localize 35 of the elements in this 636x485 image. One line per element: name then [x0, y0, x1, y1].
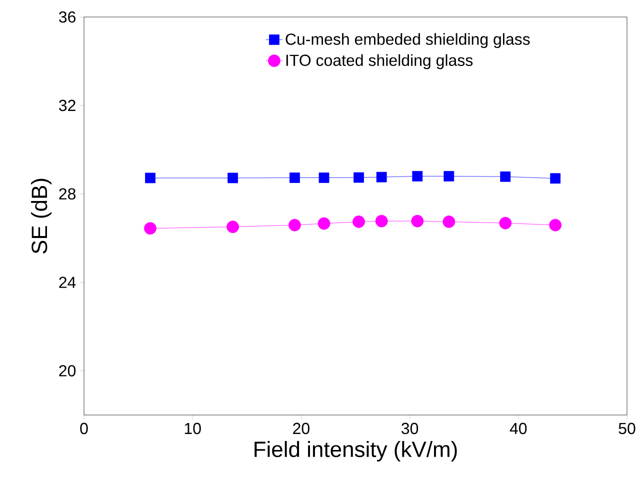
point — [144, 222, 156, 235]
y-tick-label: 32 — [59, 100, 76, 112]
point — [550, 173, 561, 184]
x-tick-label: 40 — [510, 422, 527, 434]
point — [500, 171, 511, 182]
point — [226, 220, 239, 234]
x-axis-title: Field intensity (kV/m) — [254, 440, 457, 462]
point — [288, 218, 301, 232]
x-tick-label: 20 — [293, 422, 310, 434]
point — [375, 214, 388, 228]
point — [411, 214, 424, 228]
point — [289, 172, 300, 183]
point — [549, 218, 562, 232]
point — [145, 172, 156, 184]
legend-label: ITO coated shielding glass — [286, 54, 473, 70]
point — [444, 170, 454, 182]
x-tick-label: 10 — [184, 422, 201, 434]
point — [376, 172, 387, 182]
y-tick-label: 24 — [59, 276, 76, 288]
x-tick-label: 30 — [402, 422, 418, 434]
y-axis-title: SE (dB) — [31, 178, 52, 254]
point — [499, 216, 512, 230]
x-tick-label: 50 — [618, 422, 636, 434]
y-tick-label: 36 — [59, 11, 76, 23]
point — [354, 172, 364, 183]
point — [442, 216, 456, 228]
y-tick-label: 28 — [59, 188, 76, 200]
point — [318, 172, 330, 183]
legend-label: Cu-mesh embeded shielding glass — [286, 33, 530, 48]
point — [352, 216, 365, 228]
point — [228, 172, 238, 184]
point — [318, 217, 330, 230]
point — [412, 170, 423, 182]
x-tick-label: 0 — [80, 422, 88, 434]
y-tick-label: 20 — [59, 365, 76, 376]
